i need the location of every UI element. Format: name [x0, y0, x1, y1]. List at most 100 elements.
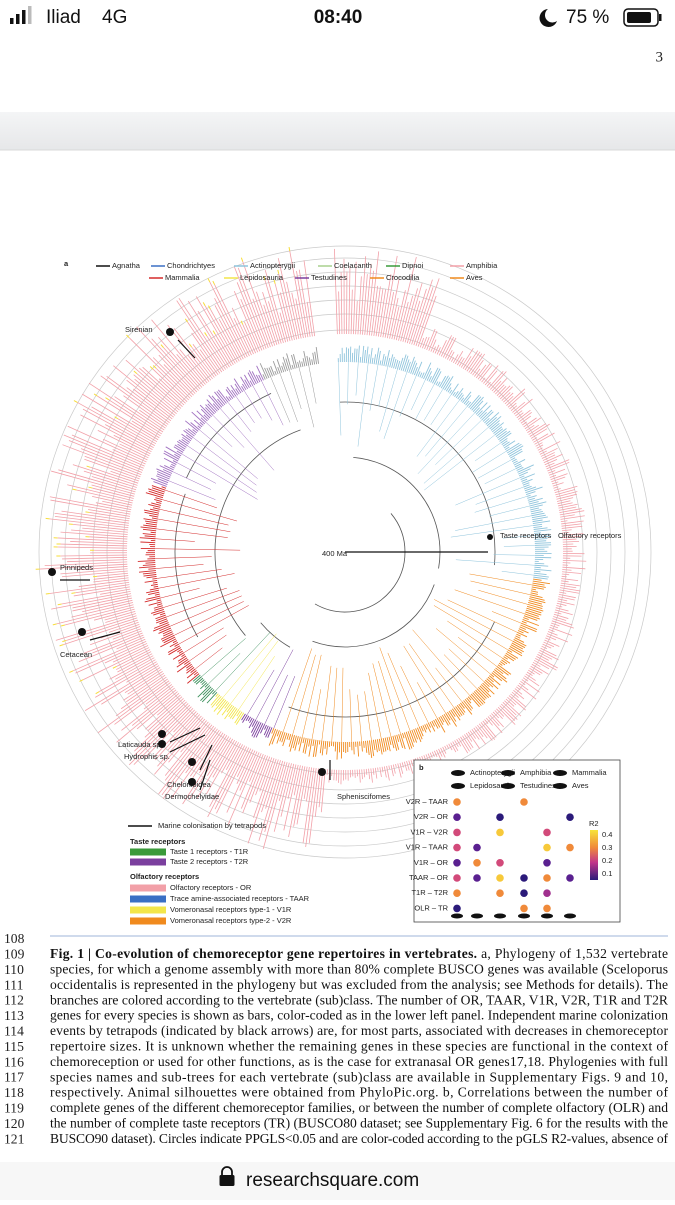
taxon-label: Aves [572, 781, 589, 790]
silhouette [451, 783, 465, 789]
line-number: 113 [4, 1008, 24, 1023]
correlation-dot [453, 859, 461, 867]
colorbar-tick: 0.2 [602, 856, 612, 865]
silhouette [166, 328, 174, 336]
tip-bar [534, 567, 540, 568]
tip-bar [151, 532, 156, 533]
figure-label: Marine colonisation by tetrapods [158, 821, 266, 830]
correlation-dot [543, 874, 551, 882]
line-number: 114 [4, 1024, 24, 1039]
line-number: 116 [4, 1054, 24, 1069]
correlation-dot [453, 844, 461, 852]
receptor-bar [334, 770, 335, 781]
correlation-dot [543, 859, 551, 867]
correlation-dot [520, 889, 528, 897]
caption-line: branches are colored according to the ve… [50, 992, 669, 1008]
legend-label: Actinopterygii [250, 261, 295, 270]
correlation-dot [473, 859, 481, 867]
figure-label: 400 Ma [322, 549, 348, 558]
caption-line: genes for every species is shown as bars… [50, 1008, 668, 1023]
tip-bar [535, 545, 551, 546]
figure-label: Trace amine-associated receptors - TAAR [170, 894, 310, 903]
silhouette [318, 768, 326, 776]
silhouette [158, 730, 166, 738]
correlation-dot [496, 859, 504, 867]
figure-label: Sirenian [125, 325, 153, 334]
tip-bar [535, 563, 545, 564]
silhouette [553, 783, 567, 789]
correlation-dot [543, 844, 551, 852]
figure-label: Olfactory receptors [558, 531, 622, 540]
colorbar [590, 830, 598, 880]
taxon-label: Mammalia [572, 768, 607, 777]
caption-line: repertoire sizes. It is unknown whether … [50, 1039, 668, 1054]
legend-swatch [130, 918, 166, 925]
row-label: V1R – V2R [410, 827, 448, 836]
line-number: 120 [4, 1116, 25, 1131]
row-label: V2R – TAAR [406, 797, 449, 806]
correlation-dot [543, 889, 551, 897]
legend-swatch [130, 885, 166, 892]
correlation-dot [496, 829, 504, 837]
correlation-dot [566, 844, 574, 852]
silhouette [78, 628, 86, 636]
panel-label: b [419, 763, 424, 772]
page-gap [0, 112, 675, 150]
figure-label: Vomeronasal receptors type-1 - V1R [170, 905, 292, 914]
panel-b-box [414, 760, 620, 922]
silhouette [494, 914, 506, 919]
legend-swatch [130, 849, 166, 856]
correlation-dot [566, 874, 574, 882]
figure-label: Taste receptors [500, 531, 552, 540]
page-number: 3 [656, 49, 664, 65]
silhouette [541, 914, 553, 919]
url: researchsquare.com [246, 1170, 419, 1191]
legend-swatch [130, 896, 166, 903]
colorbar-tick: 0.3 [602, 843, 612, 852]
silhouette [451, 770, 465, 776]
figure-label: Taste 1 receptors - T1R [170, 847, 249, 856]
silhouette [501, 770, 515, 776]
caption-line: BUSCO90 dataset). Circles indicate PPGLS… [50, 1131, 668, 1147]
silhouette [501, 783, 515, 789]
row-label: V1R – OR [414, 858, 449, 867]
figure-label: Spheniscifomes [337, 792, 390, 801]
row-label: V2R – OR [414, 812, 449, 821]
line-number: 110 [4, 962, 24, 977]
caption-line: species names and sub-trees for each ver… [50, 1069, 668, 1085]
legend-label: Testudines [311, 273, 347, 282]
carrier: Iliad [46, 7, 81, 28]
correlation-dot [566, 813, 574, 821]
silhouette [518, 914, 530, 919]
legend-label: Amphibia [466, 261, 498, 270]
line-number: 112 [4, 993, 24, 1008]
caption-line: occidentalis is represented in the phylo… [50, 977, 668, 993]
correlation-dot [473, 844, 481, 852]
legend-label: Mammalia [165, 273, 200, 282]
legend-swatch [130, 907, 166, 914]
row-label: OLR – TR [414, 903, 448, 912]
caption-line: respectively. Animal silhouettes were ob… [50, 1085, 668, 1100]
tip-bar [145, 563, 155, 564]
line-number: 115 [4, 1039, 24, 1054]
silhouette [471, 914, 483, 919]
silhouette [188, 778, 196, 786]
legend-swatch [130, 859, 166, 866]
battery-level: 75 % [566, 7, 609, 28]
receptor-bar [46, 593, 50, 594]
correlation-dot [543, 905, 551, 913]
tip-bar [319, 740, 320, 744]
correlation-dot [453, 829, 461, 837]
line-number: 119 [4, 1101, 24, 1116]
legend-label: Lepidosauria [240, 273, 284, 282]
silhouette [553, 770, 567, 776]
silhouette [48, 568, 56, 576]
caption-line: Fig. 1 | Co-evolution of chemoreceptor g… [50, 946, 668, 961]
caption-lead: Fig. 1 | Co-evolution of chemoreceptor g… [50, 946, 477, 961]
receptor-bar [289, 247, 290, 251]
correlation-dot [496, 813, 504, 821]
figure-label: Cetacean [60, 650, 92, 659]
line-number: 108 [4, 931, 25, 946]
correlation-dot [453, 813, 461, 821]
colorbar-title: R2 [589, 819, 599, 828]
